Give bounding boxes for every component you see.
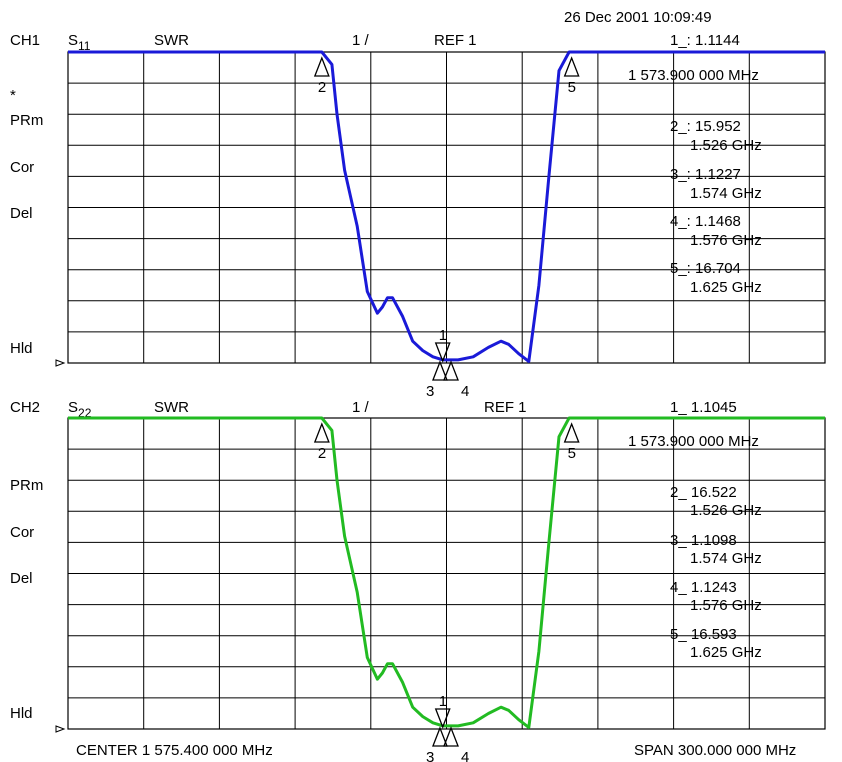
- ch2-marker2-freq: 1.526 GHz: [690, 502, 762, 519]
- ch1-marker-1-label: 1: [439, 327, 447, 344]
- timestamp: 26 Dec 2001 10:09:49: [564, 9, 712, 26]
- ch1-channel-label: CH1: [10, 32, 41, 49]
- ch2-marker3-freq: 1.574 GHz: [690, 550, 762, 567]
- ch2-channel-label: CH2: [10, 399, 41, 416]
- ch1-param-letter: S: [68, 32, 79, 49]
- ch1-ref-pointer-icon: [55, 359, 66, 367]
- ch2-scale: 1 /: [352, 399, 369, 416]
- ch1-marker-2-icon: [313, 56, 330, 77]
- ch1-ref: REF 1: [434, 32, 477, 49]
- ch1-scale: 1 /: [352, 32, 369, 49]
- ch1-marker-2-label: 2: [318, 79, 326, 96]
- ch2-marker5-value: 5_ 16.593: [670, 626, 737, 643]
- ch2-marker-5-label: 5: [568, 445, 576, 462]
- ch2-marker-3-label: 3: [426, 749, 434, 762]
- ch1-marker-5-icon: [563, 56, 580, 77]
- ch2-marker-3-icon: [432, 726, 448, 747]
- footer-span: SPAN 300.000 000 MHz: [634, 742, 797, 759]
- ch1-marker5-freq: 1.625 GHz: [690, 279, 762, 296]
- ch2-trace: [68, 416, 825, 729]
- ch1-marker-3-icon: [432, 360, 448, 381]
- footer-center: CENTER 1 575.400 000 MHz: [76, 742, 273, 759]
- ch1-side-del: Del: [10, 205, 33, 222]
- ch1-marker-3-label: 3: [426, 383, 434, 400]
- ch1-marker3-value: 3_: 1.1227: [670, 166, 741, 183]
- ch1-param: S11: [68, 32, 90, 52]
- ch2-marker-4-label: 4: [461, 749, 469, 762]
- ch2-ref: REF 1: [484, 399, 527, 416]
- ch1-marker3-freq: 1.574 GHz: [690, 185, 762, 202]
- ch2-marker-5-icon: [563, 422, 580, 443]
- ch2-param: S22: [68, 399, 91, 419]
- ch2-param-letter: S: [68, 399, 79, 416]
- ch1-side-hld: Hld: [10, 340, 33, 357]
- ch1-active-marker-value: 1_: 1.1144: [670, 32, 740, 49]
- ch2-side-cor: Cor: [10, 524, 35, 541]
- ch1-side-star: *: [10, 87, 16, 104]
- ch2-side-prm: PRm: [10, 477, 44, 494]
- ch2-marker4-value: 4_ 1.1243: [670, 579, 737, 596]
- ch1-marker2-value: 2_: 15.952: [670, 118, 741, 135]
- ch2-ref-pointer-icon: [55, 725, 66, 733]
- ch1-marker4-freq: 1.576 GHz: [690, 232, 762, 249]
- ch2-format: SWR: [154, 399, 189, 416]
- ch1-side-prm: PRm: [10, 112, 44, 129]
- ch2-active-marker-value: 1_ 1.1045: [670, 399, 737, 416]
- ch2-param-sub: 22: [78, 406, 92, 420]
- ch2-marker3-value: 3_ 1.1098: [670, 532, 737, 549]
- ch2-marker-1-icon: [434, 708, 451, 729]
- ch2-marker5-freq: 1.625 GHz: [690, 644, 762, 661]
- ch2-side-del: Del: [10, 570, 33, 587]
- ch1-marker-4-label: 4: [461, 383, 469, 400]
- ch1-marker4-value: 4_: 1.1468: [670, 213, 741, 230]
- ch2-marker-2-icon: [313, 422, 330, 443]
- ch1-trace: [68, 50, 825, 363]
- ch1-marker-4-icon: [443, 360, 459, 381]
- ch1-active-marker-freq: 1 573.900 000 MHz: [628, 67, 759, 84]
- ch2-marker-1-label: 1: [439, 693, 447, 710]
- ch1-marker5-value: 5_: 16.704: [670, 260, 741, 277]
- ch2-marker2-value: 2_ 16.522: [670, 484, 737, 501]
- ch2-marker4-freq: 1.576 GHz: [690, 597, 762, 614]
- ch2-marker-2-label: 2: [318, 445, 326, 462]
- ch1-marker-5-label: 5: [568, 79, 576, 96]
- ch2-side-hld: Hld: [10, 705, 33, 722]
- ch1-side-cor: Cor: [10, 159, 35, 176]
- ch1-marker-1-icon: [434, 342, 451, 363]
- ch2-marker-4-icon: [443, 726, 459, 747]
- ch1-param-sub: 11: [78, 39, 91, 53]
- ch1-format: SWR: [154, 32, 189, 49]
- ch2-active-marker-freq: 1 573.900 000 MHz: [628, 433, 759, 450]
